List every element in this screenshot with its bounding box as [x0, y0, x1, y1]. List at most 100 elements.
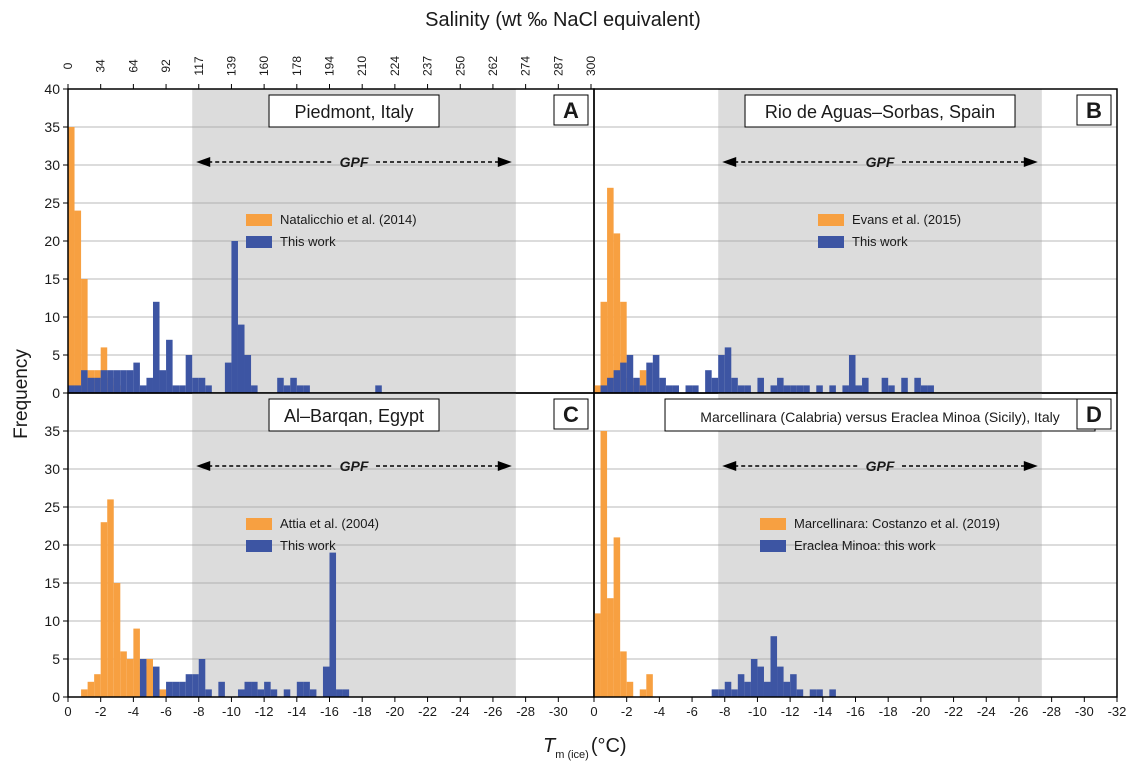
x-axis-title-sub: m (ice)	[555, 749, 589, 761]
bar-blue	[855, 385, 863, 393]
x-tick-label: -6	[160, 704, 172, 719]
panel-letter: D	[1086, 402, 1102, 427]
legend-label: Natalicchio et al. (2014)	[280, 212, 417, 227]
bar-blue	[120, 370, 127, 393]
bar-blue	[757, 666, 764, 697]
x-axis-title: Tm (ice) (°C)	[543, 735, 627, 761]
gpf-arrowhead-left	[722, 461, 737, 471]
bar-blue	[881, 377, 889, 393]
bar-blue	[796, 385, 804, 393]
x-tick-label: -22	[944, 704, 963, 719]
panel-letter-box	[553, 94, 589, 126]
top-tick-label: 287	[551, 56, 565, 76]
bar-orange	[87, 681, 95, 697]
bar-orange	[639, 689, 647, 697]
gpf-arrowhead-right	[497, 461, 512, 471]
bar-blue	[309, 689, 317, 697]
x-tick-label: -12	[781, 704, 800, 719]
panel-c: 0 5 10 15 20 25 30 35 0 -2 -4 -6 -8 -10 -12 -14 -16 -18 -2…	[44, 392, 595, 719]
legend-swatch-blue	[246, 236, 272, 248]
x-tick-label: 0	[64, 704, 71, 719]
x-tick-label: 0	[590, 704, 597, 719]
bar-blue	[283, 385, 291, 393]
bar-blue	[237, 689, 245, 697]
x-tick-label: -30	[549, 704, 568, 719]
gpf-arrowhead-right	[1023, 461, 1038, 471]
bar-orange	[68, 127, 75, 393]
legend-swatch-blue	[760, 540, 786, 552]
bar-blue	[731, 689, 738, 697]
top-tick-label: 117	[192, 56, 206, 75]
bar-blue	[692, 385, 699, 393]
x-axis-title-unit: (°C)	[591, 735, 627, 757]
bar-orange	[113, 583, 121, 697]
bar-blue	[711, 377, 719, 393]
bar-blue	[264, 681, 271, 697]
gpf-label: GPF	[340, 458, 369, 474]
bar-blue	[777, 377, 784, 393]
bar-blue	[659, 377, 666, 393]
panel-letter-box	[553, 398, 589, 430]
bar-blue	[277, 377, 284, 393]
bar-blue	[322, 666, 330, 697]
top-tick-label: 178	[290, 56, 304, 76]
y-tick-label: 10	[44, 613, 60, 629]
gpf-arrowhead-left	[722, 157, 737, 167]
legend-swatch-orange	[760, 518, 786, 530]
bar-blue	[139, 385, 147, 393]
y-tick-label: 30	[44, 157, 60, 173]
x-tick-label: -12	[255, 704, 274, 719]
gpf-arrowhead-right	[497, 157, 512, 167]
bar-blue	[790, 674, 797, 697]
bar-orange	[626, 681, 634, 697]
bar-orange	[607, 187, 614, 393]
x-tick-label: -32	[1108, 704, 1127, 719]
bar-blue	[920, 385, 928, 393]
top-salinity-axis: 0 34 64 92 117 139 160 178 194 210 224 237 250 262 274…	[61, 56, 598, 89]
x-tick-label: -28	[1042, 704, 1061, 719]
x-tick-label: -8	[719, 704, 731, 719]
panel-title-box	[268, 398, 440, 432]
bar-orange	[74, 210, 82, 393]
bar-blue	[665, 385, 673, 393]
panel-title-box	[744, 94, 1016, 128]
bar-blue	[633, 377, 640, 393]
gpf-label: GPF	[866, 154, 895, 170]
panel-a: 0 5 10 15 20 25 30 35 40 Piedmont, Italy A GPF Natal…	[44, 81, 595, 401]
x-tick-label: -6	[686, 704, 698, 719]
bar-blue	[113, 370, 121, 393]
x-tick-label: -20	[911, 704, 930, 719]
legend-label: This work	[280, 538, 336, 553]
x-tick-label: -28	[516, 704, 535, 719]
bar-orange	[620, 301, 627, 393]
bar-blue	[94, 377, 101, 393]
bar-blue	[146, 377, 153, 393]
bar-blue	[192, 377, 199, 393]
gpf-label: GPF	[866, 458, 895, 474]
x-tick-label: -4	[128, 704, 140, 719]
bar-blue	[888, 385, 895, 393]
bar-orange	[613, 233, 621, 393]
bar-blue	[224, 362, 232, 393]
legend-label: Attia et al. (2004)	[280, 516, 379, 531]
panel-title: Marcellinara (Calabria) versus Eraclea M…	[700, 409, 1059, 425]
top-tick-label: 224	[388, 56, 402, 76]
bar-orange	[120, 651, 127, 697]
y-tick-label: 10	[44, 309, 60, 325]
bar-blue	[296, 385, 304, 393]
bar-blue	[711, 689, 719, 697]
bar-blue	[283, 689, 291, 697]
bar-blue	[87, 377, 95, 393]
top-axis-title: Salinity (wt ‰ NaCl equivalent)	[425, 9, 701, 31]
bar-orange	[133, 628, 140, 697]
gpf-arrowhead-left	[196, 461, 211, 471]
bar-orange	[620, 651, 627, 697]
bar-blue	[172, 681, 180, 697]
x-tick-label: -2	[95, 704, 107, 719]
y-tick-label: 0	[52, 385, 60, 401]
bar-blue	[198, 377, 206, 393]
top-tick-label: 250	[453, 56, 467, 76]
top-tick-label: 139	[224, 56, 238, 76]
x-tick-label: -26	[484, 704, 503, 719]
bar-blue	[763, 681, 771, 697]
